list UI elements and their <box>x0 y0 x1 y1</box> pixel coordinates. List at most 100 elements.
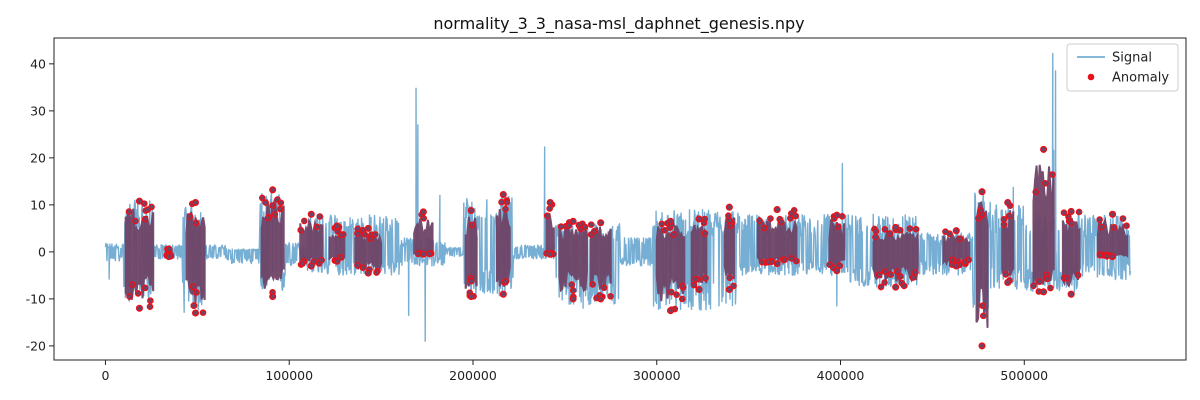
anomaly-point <box>1000 221 1008 228</box>
anomaly-point <box>134 290 142 297</box>
anomaly-point <box>1119 215 1127 222</box>
anomaly-point <box>499 290 507 298</box>
anomaly-point <box>502 278 510 285</box>
anomaly-point <box>589 281 597 288</box>
anomaly-point <box>271 211 279 218</box>
anomaly-point <box>777 218 785 226</box>
anomaly-point <box>1060 209 1068 216</box>
anomaly-point <box>258 194 266 202</box>
anomaly-band <box>1061 217 1081 288</box>
anomaly-point <box>658 220 666 228</box>
anomaly-point <box>695 285 703 294</box>
anomaly-point <box>1098 223 1105 231</box>
anomaly-point <box>546 250 554 258</box>
y-tick-label: -20 <box>26 338 46 353</box>
anomaly-point <box>730 282 737 290</box>
anomaly-point <box>838 213 846 220</box>
anomaly-point <box>666 217 675 225</box>
anomaly-cluster <box>756 206 800 268</box>
anomaly-point <box>833 211 841 219</box>
anomaly-point <box>1075 208 1083 216</box>
anomaly-point <box>126 293 133 300</box>
anomaly-point <box>1047 284 1054 292</box>
legend: Signal Anomaly <box>1066 43 1179 92</box>
anomaly-point <box>419 250 427 258</box>
anomaly-point <box>726 274 733 282</box>
anomaly-point <box>569 217 577 225</box>
plot-frame <box>53 37 1187 361</box>
anomaly-point <box>952 227 960 235</box>
anomaly-point <box>877 283 885 291</box>
anomaly-point <box>581 223 589 231</box>
anomaly-point <box>354 261 361 269</box>
anomaly-point <box>956 235 964 242</box>
x-tick-label: 500000 <box>1000 368 1048 383</box>
x-tick-label: 100000 <box>265 368 313 383</box>
anomaly-point <box>1067 207 1075 216</box>
anomaly-point <box>569 295 577 303</box>
anomaly-point <box>269 292 277 301</box>
anomaly-cluster <box>826 211 846 275</box>
anomaly-point <box>897 273 904 280</box>
anomaly-point <box>546 205 553 212</box>
anomaly-point <box>949 256 956 264</box>
anomaly-point <box>1123 222 1130 229</box>
anomaly-point <box>354 225 362 233</box>
anomaly-cluster <box>942 227 972 270</box>
anomaly-point <box>767 215 774 222</box>
anomaly-cluster <box>655 217 687 315</box>
anomaly-cluster <box>354 224 383 277</box>
y-tick-label: 40 <box>30 56 46 71</box>
anomaly-point <box>144 206 152 213</box>
anomaly-point <box>199 309 207 316</box>
x-tick-label: 400000 <box>817 368 865 383</box>
anomaly-band <box>828 218 846 270</box>
legend-box <box>1066 43 1179 92</box>
anomaly-point <box>1108 253 1117 261</box>
anomaly-point <box>872 228 880 235</box>
anomaly-point <box>318 256 325 264</box>
anomaly-point <box>503 198 511 206</box>
anomaly-cluster <box>587 219 614 303</box>
anomaly-point <box>892 223 900 231</box>
anomaly-point <box>307 210 315 218</box>
anomaly-point <box>502 205 509 213</box>
anomaly-point <box>467 206 475 215</box>
anomaly-point <box>701 230 709 237</box>
anomaly-point <box>367 235 374 242</box>
anomaly-point <box>977 207 985 214</box>
anomaly-point <box>725 212 732 220</box>
anomaly-point <box>269 202 276 209</box>
anomaly-point <box>886 230 894 237</box>
anomaly-point <box>979 302 986 309</box>
anomaly-point <box>1004 198 1012 207</box>
anomaly-point <box>773 206 781 214</box>
anomaly-point <box>373 269 380 276</box>
anomaly-cluster <box>124 197 155 312</box>
anomaly-point <box>912 225 920 233</box>
anomaly-point <box>135 304 143 312</box>
anomaly-point <box>727 222 734 229</box>
anomaly-point <box>546 198 554 207</box>
anomaly-point <box>186 213 194 220</box>
legend-anomaly-label: Anomaly <box>1112 71 1169 86</box>
anomaly-point <box>978 188 986 196</box>
anomaly-point <box>333 257 341 265</box>
anomaly-point <box>300 217 308 225</box>
anomaly-point <box>695 215 703 223</box>
anomaly-cluster <box>1060 207 1083 298</box>
anomaly-point <box>702 274 709 282</box>
anomaly-point <box>1000 216 1008 223</box>
anomaly-point <box>1043 275 1051 283</box>
anomaly-point <box>1030 282 1037 290</box>
anomaly-point <box>833 267 841 275</box>
anomaly-point <box>1063 275 1071 282</box>
x-tick-label: 300000 <box>633 368 681 383</box>
anomaly-point <box>678 295 686 303</box>
anomaly-point <box>147 297 154 305</box>
anomaly-band <box>975 201 989 328</box>
y-tick-label: -10 <box>26 291 46 306</box>
anomaly-point <box>419 208 427 216</box>
